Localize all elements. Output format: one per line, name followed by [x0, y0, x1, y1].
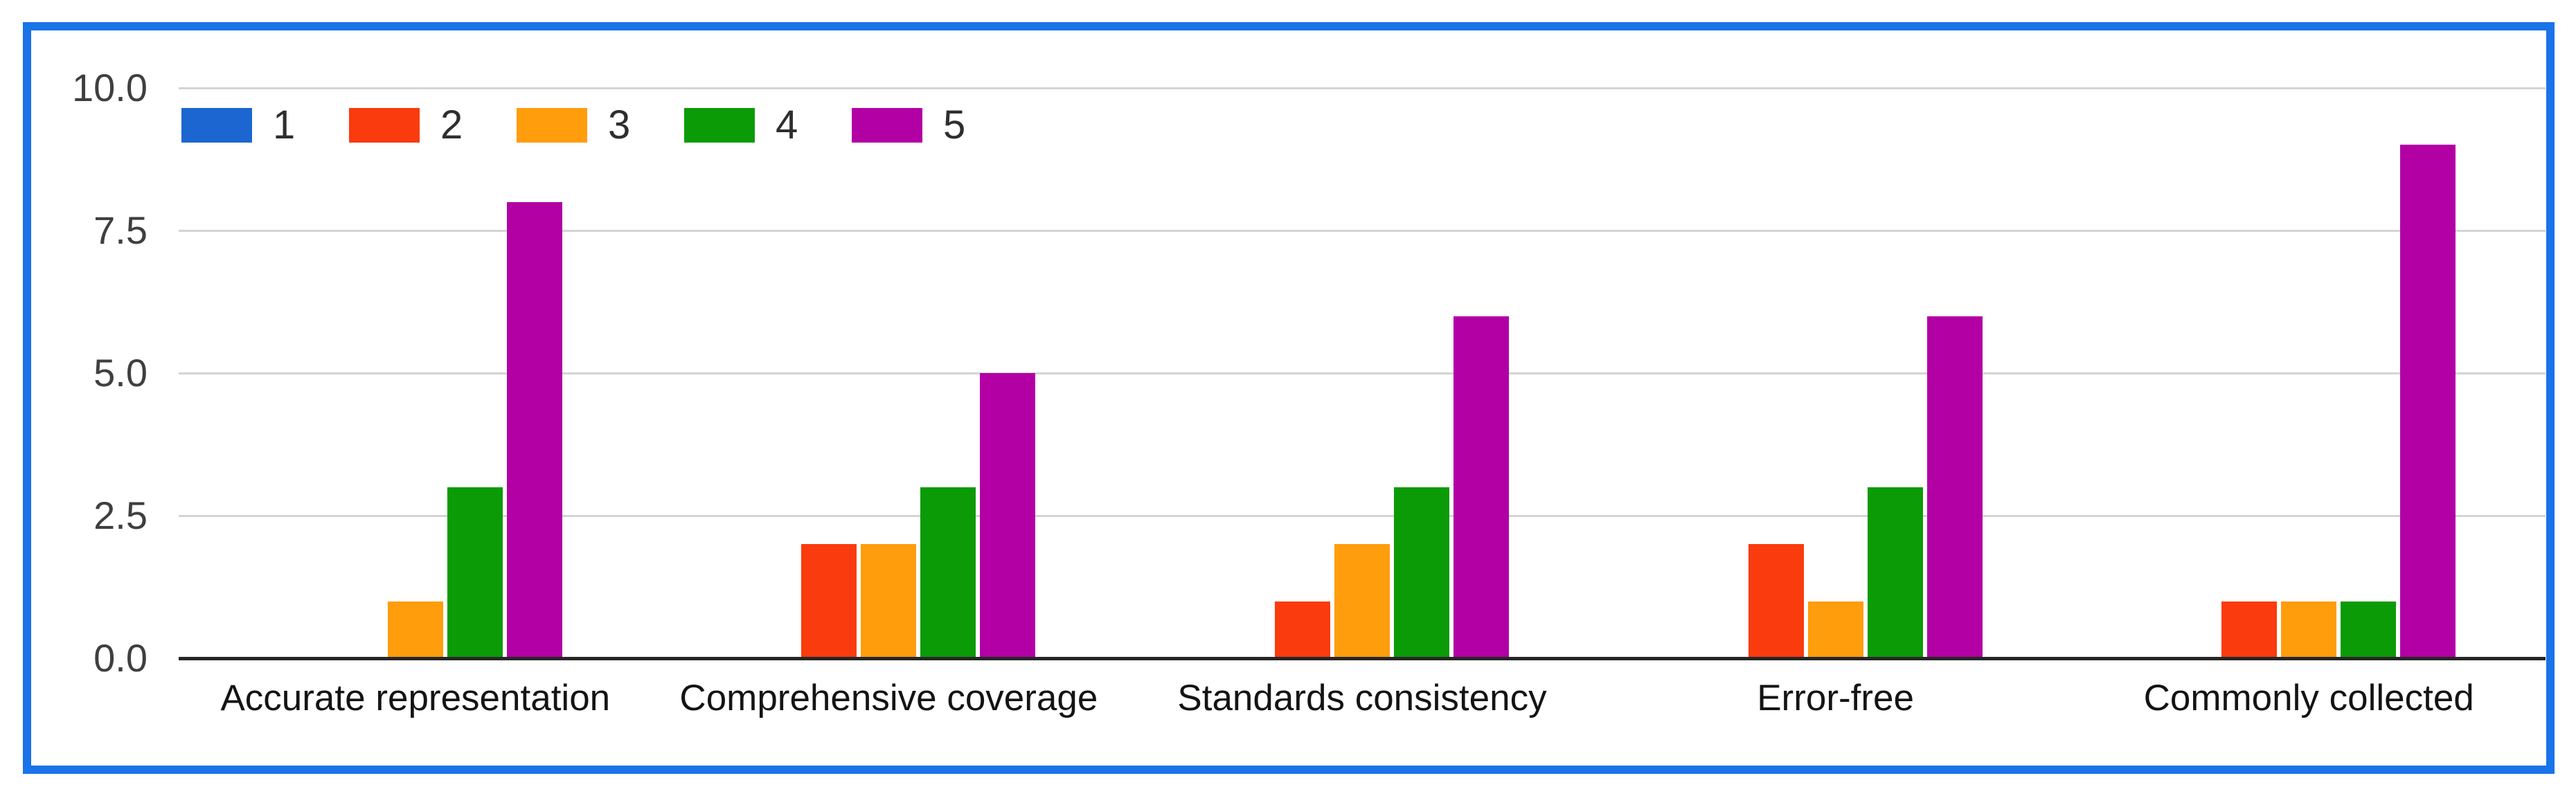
- bar-series-5-cat-5: [2400, 145, 2456, 658]
- bar-series-4-cat-3: [1394, 487, 1449, 658]
- bar-series-3-cat-5: [2281, 601, 2337, 658]
- x-category-label: Accurate representation: [220, 678, 611, 718]
- x-category-label: Commonly collected: [2143, 678, 2474, 718]
- gridline-5.0: [179, 372, 2546, 374]
- bar-series-3-cat-3: [1334, 544, 1390, 658]
- bar-series-4-cat-4: [1867, 487, 1923, 658]
- legend-item-3: 3: [517, 105, 684, 145]
- y-tick-label: 0.0: [93, 636, 147, 680]
- legend-swatch-icon: [684, 108, 755, 143]
- bar-series-5-cat-3: [1454, 316, 1509, 658]
- y-tick-label: 7.5: [93, 208, 147, 252]
- legend-label: 3: [608, 102, 631, 147]
- bar-series-2-cat-3: [1275, 601, 1330, 658]
- y-tick-label: 5.0: [93, 351, 147, 395]
- y-tick-label: 2.5: [93, 494, 147, 537]
- gridline-7.5: [179, 230, 2546, 232]
- bar-series-2-cat-2: [801, 544, 857, 658]
- bar-series-3-cat-2: [861, 544, 917, 658]
- y-tick-label: 10.0: [72, 66, 147, 109]
- x-axis-line: [179, 657, 2546, 660]
- bar-series-4-cat-5: [2341, 601, 2397, 658]
- bar-series-4-cat-1: [447, 487, 503, 658]
- legend-swatch-icon: [852, 108, 922, 143]
- x-category-label: Comprehensive coverage: [679, 678, 1098, 718]
- bar-series-5-cat-4: [1926, 316, 1983, 658]
- bar-series-5-cat-2: [980, 373, 1036, 658]
- legend-item-1: 1: [181, 105, 349, 145]
- legend-swatch-icon: [349, 108, 420, 143]
- legend-swatch-icon: [517, 108, 587, 143]
- bar-series-2-cat-5: [2221, 601, 2278, 658]
- legend-label: 4: [776, 102, 798, 147]
- legend-item-2: 2: [349, 105, 517, 145]
- x-category-label: Error-free: [1757, 678, 1914, 718]
- x-category-label: Standards consistency: [1177, 678, 1547, 718]
- legend-label: 5: [943, 102, 966, 147]
- legend-label: 2: [440, 102, 463, 147]
- legend-item-5: 5: [852, 105, 1019, 145]
- bar-series-4-cat-2: [920, 487, 976, 658]
- gridline-10.0: [179, 87, 2546, 89]
- legend-item-4: 4: [684, 105, 852, 145]
- gridline-2.5: [179, 515, 2546, 517]
- legend-swatch-icon: [181, 108, 252, 143]
- bar-series-3-cat-4: [1807, 601, 1863, 658]
- bar-series-5-cat-1: [506, 201, 562, 658]
- legend-label: 1: [273, 102, 296, 147]
- bar-series-2-cat-4: [1748, 544, 1804, 658]
- legend: 1 2 3 4 5: [181, 105, 1019, 145]
- bar-series-3-cat-1: [387, 601, 443, 658]
